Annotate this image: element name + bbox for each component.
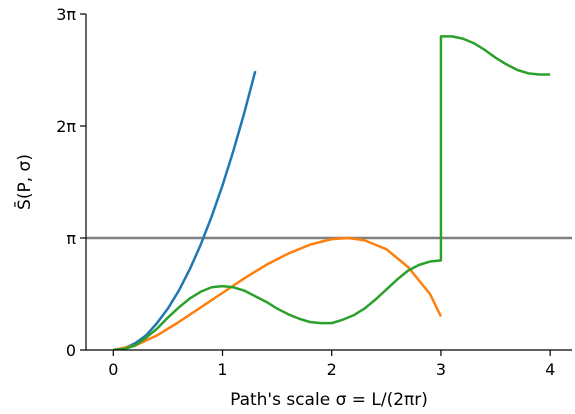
axes [85,14,572,351]
y-tick-label: 2π [56,117,76,136]
y-ticks: 0 π 2π 3π [56,5,86,360]
y-axis-label: S̄(P, σ) [13,154,35,210]
x-tick-label: 2 [327,360,337,379]
x-ticks: 0 1 2 3 4 [108,350,555,379]
y-tick-label: π [66,229,76,248]
y-tick-label: 3π [56,5,76,24]
x-tick-label: 3 [436,360,446,379]
x-axis-label: Path's scale σ = L/(2πr) [230,390,428,410]
x-tick-label: 1 [217,360,227,379]
series-lines [113,35,551,350]
series-line-0 [113,70,257,350]
series-line-1 [113,236,443,350]
series-line-2 [113,35,551,350]
x-tick-label: 4 [545,360,555,379]
y-tick-label: 0 [66,341,76,360]
x-tick-label: 0 [108,360,118,379]
